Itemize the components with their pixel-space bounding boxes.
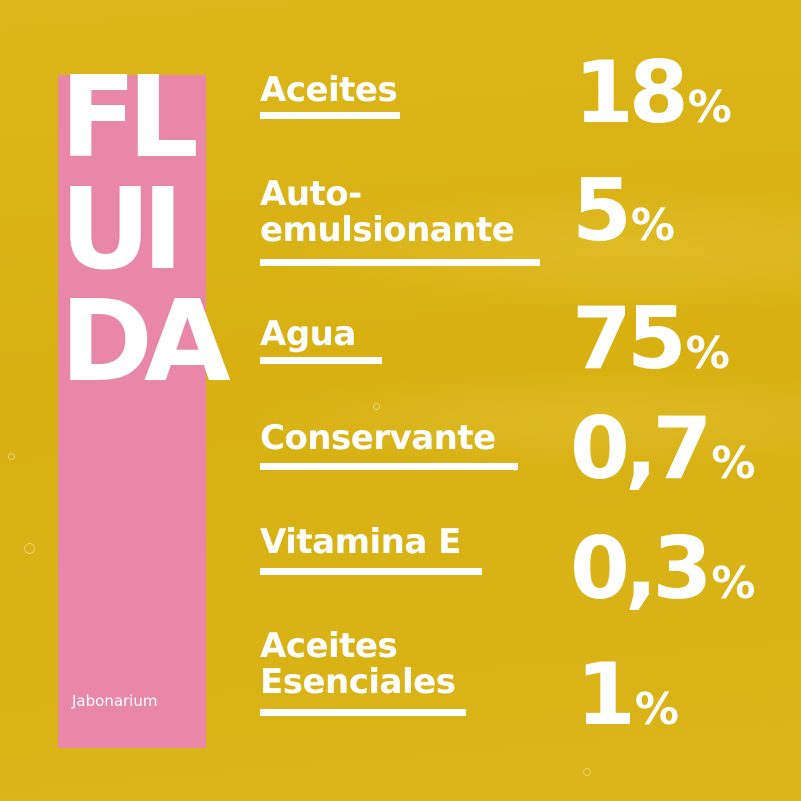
ingredient-label-line-1: Auto-: [260, 174, 362, 214]
ingredient-label-vitamina-e: Vitamina E: [260, 522, 461, 562]
ingredient-underline: [260, 568, 482, 575]
ingredient-percent-aceites: 18%: [574, 50, 732, 136]
product-title-line-3: DA: [60, 277, 231, 407]
ingredient-label-autoemulsionante: Auto- emulsionante: [260, 174, 515, 250]
percent-value: 5: [572, 161, 632, 261]
droplet-decoration: [373, 403, 380, 410]
droplet-decoration: [8, 453, 15, 460]
ingredient-underline: [260, 709, 466, 716]
ingredient-label-line-1: Aceites: [260, 626, 398, 666]
droplet-decoration: [24, 543, 35, 554]
ingredient-underline: [260, 463, 518, 470]
ingredient-percent-vitamina-e: 0,3%: [570, 526, 755, 612]
percent-sign: %: [685, 328, 730, 379]
ingredient-label-agua: Agua: [260, 314, 356, 354]
ingredient-percent-aceites-esenciales: 1%: [576, 652, 679, 738]
product-title-line-1: FL: [60, 53, 199, 183]
ingredient-underline: [260, 357, 382, 364]
percent-sign: %: [630, 200, 675, 251]
ingredient-underline: [260, 112, 400, 119]
ingredient-percent-agua: 75%: [572, 296, 730, 382]
percent-value: 75: [572, 289, 687, 389]
percent-sign: %: [687, 82, 732, 133]
percent-sign: %: [711, 558, 756, 609]
product-title-line-2: UI: [60, 165, 184, 295]
ingredient-percent-autoemulsionante: 5%: [572, 168, 675, 254]
product-title: FL UI DA: [60, 53, 231, 407]
ingredient-percent-conservante: 0,7%: [570, 406, 755, 492]
brand-name: Jabonarium: [72, 692, 158, 710]
percent-value: 18: [574, 43, 689, 143]
ingredient-label-line-2: Esenciales: [260, 662, 456, 702]
title-column: [58, 75, 206, 748]
ingredient-label-aceites-esenciales: Aceites Esenciales: [260, 626, 456, 702]
ingredient-underline: [260, 259, 540, 266]
percent-value: 0,7: [570, 399, 712, 499]
percent-sign: %: [711, 438, 756, 489]
droplet-decoration: [583, 768, 591, 776]
ingredient-label-line-2: emulsionante: [260, 210, 515, 250]
ingredient-label-aceites: Aceites: [260, 70, 398, 110]
percent-value: 1: [576, 645, 636, 745]
percent-value: 0,3: [570, 519, 712, 619]
percent-sign: %: [634, 684, 679, 735]
ingredient-label-conservante: Conservante: [260, 418, 496, 458]
